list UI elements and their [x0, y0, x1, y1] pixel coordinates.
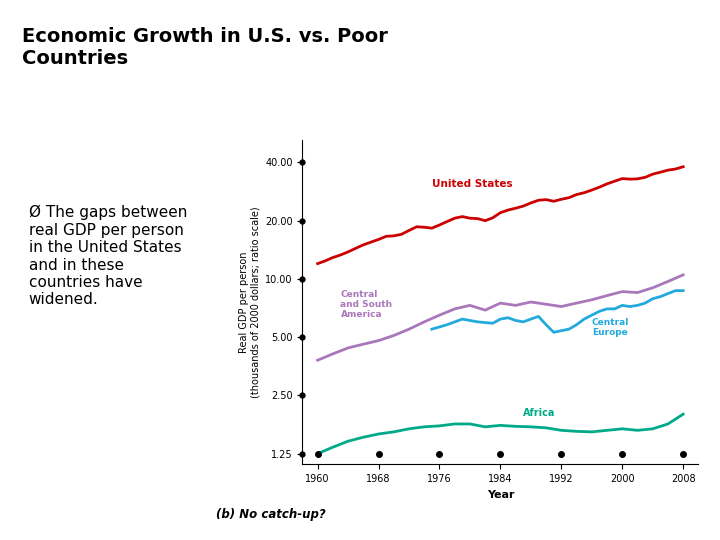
- Text: Ø The gaps between
real GDP per person
in the United States
and in these
countri: Ø The gaps between real GDP per person i…: [29, 205, 187, 307]
- Text: United States: United States: [432, 179, 513, 188]
- Text: Africa: Africa: [523, 408, 556, 418]
- Y-axis label: Real GDP per person
(thousands of 2000 dollars; ratio scale): Real GDP per person (thousands of 2000 d…: [239, 207, 261, 398]
- Text: Central
and South
America: Central and South America: [341, 289, 392, 320]
- Text: Central
Europe: Central Europe: [592, 318, 629, 337]
- X-axis label: Year: Year: [487, 490, 514, 500]
- Text: Economic Growth in U.S. vs. Poor
Countries: Economic Growth in U.S. vs. Poor Countri…: [22, 27, 387, 68]
- Text: (b) No catch-up?: (b) No catch-up?: [216, 508, 325, 522]
